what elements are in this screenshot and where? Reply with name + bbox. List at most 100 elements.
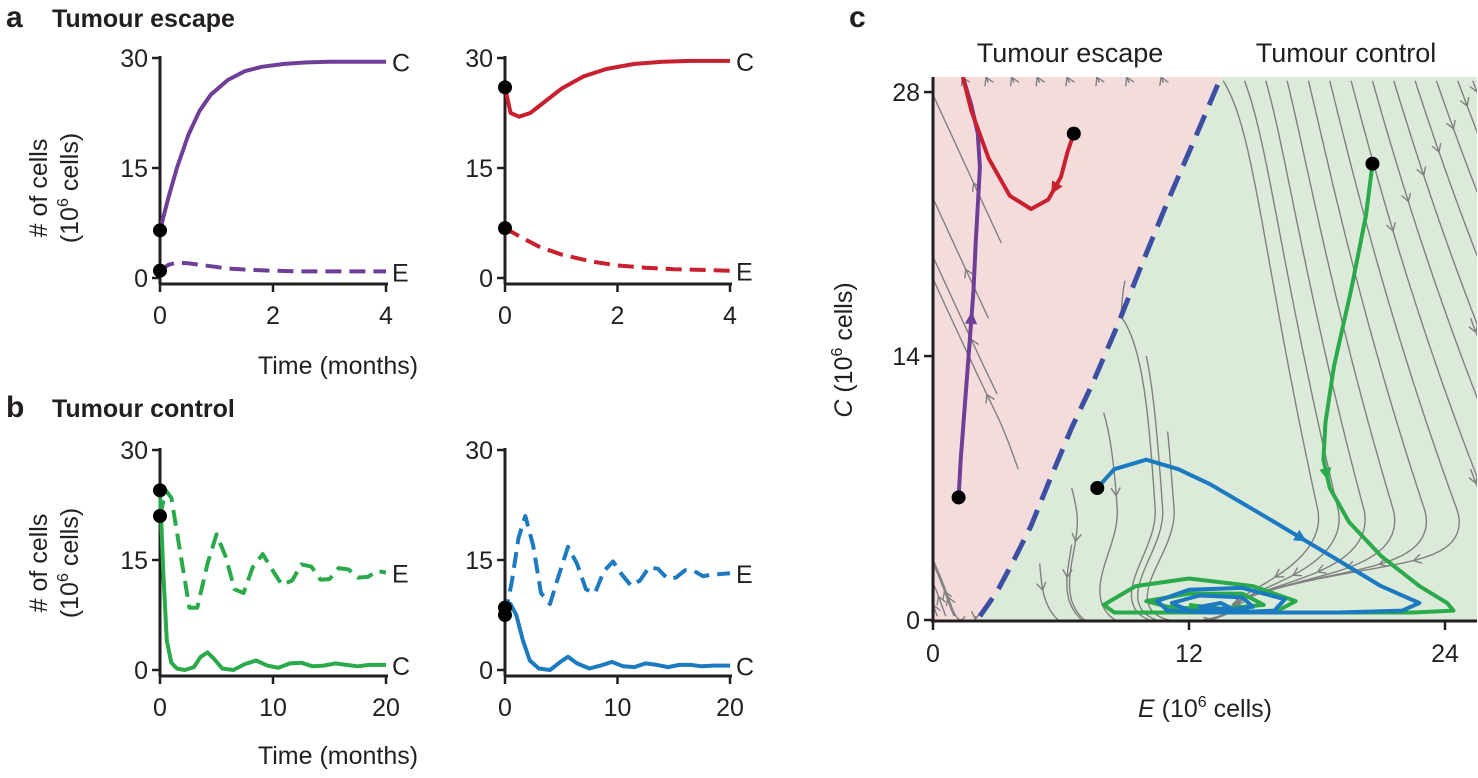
series-line-e [503, 514, 731, 616]
trajectory-control-blue [1095, 457, 1422, 615]
panel-a-ylabel: # of cells (106 cells) [25, 133, 84, 243]
series-line-e [504, 226, 731, 273]
streamline [933, 580, 947, 617]
streamline-arrow [1291, 567, 1303, 577]
streamline-arrow [1468, 474, 1477, 485]
trajectories [951, 77, 1456, 615]
series-label-e: E [392, 259, 409, 287]
streamline [1472, 80, 1477, 94]
chart-a-right: 0 15 30 0 2 4 C E [465, 45, 754, 330]
phase-axes: 0 14 28 0 12 24 [892, 77, 1477, 668]
initial-point [153, 263, 167, 278]
streamline [1068, 487, 1086, 620]
phase-y-tick-label: 28 [892, 79, 920, 107]
initial-point [153, 509, 167, 523]
series-label-e: E [736, 561, 753, 589]
y-tick-label: 30 [465, 437, 493, 465]
trajectory-arrow-escape-red [1051, 180, 1063, 195]
streamline-arrow [1095, 77, 1105, 87]
phase-xlabel: E (106 cells) [1138, 694, 1272, 723]
streamline-arrow [1036, 581, 1047, 592]
phase-y-tick-label: 0 [906, 607, 920, 635]
y-tick-label: 15 [465, 155, 493, 183]
phase-y-tick-label: 14 [892, 343, 920, 371]
series-label-c: C [736, 49, 754, 77]
streamline [933, 254, 998, 395]
streamline [933, 558, 966, 620]
panel-b-xlabel: Time (months) [258, 742, 418, 770]
x-tick-label: 20 [716, 694, 744, 722]
streamline-arrow [1446, 119, 1456, 131]
streamline-arrow [1385, 222, 1396, 233]
panel-a-title: Tumour escape [52, 5, 235, 33]
panel-letter-b: b [6, 391, 24, 424]
x-tick-label: 2 [266, 302, 280, 330]
region-label-control: Tumour control [1256, 38, 1437, 68]
y-tick-label: 15 [120, 155, 148, 183]
series-line-c [158, 490, 386, 672]
phase-ylabel: C (106 cells) [829, 282, 858, 417]
streamline-arrow [1009, 77, 1020, 87]
initial-point [1090, 481, 1105, 496]
streamline [1371, 80, 1477, 400]
streamline [1393, 80, 1477, 326]
separatrix [977, 77, 1224, 618]
series-line-c [158, 59, 386, 231]
streamline-arrow [1062, 568, 1073, 579]
streamline-arrow [1159, 77, 1169, 87]
streamline [1435, 80, 1477, 194]
x-tick-label: 0 [153, 302, 167, 330]
trajectory-arrow-control-blue [1293, 529, 1307, 542]
series-label-e: E [392, 560, 409, 588]
streamline [1010, 77, 1015, 83]
chart-b-right: 0 15 30 0 10 20 E C [465, 437, 754, 722]
streamline-arrow [1431, 142, 1442, 154]
phase-regions [933, 77, 1477, 620]
streamline [1469, 468, 1477, 488]
streamline-arrow [984, 77, 994, 87]
initial-point [153, 223, 167, 238]
x-tick-label: 4 [379, 302, 393, 330]
streamline [1095, 77, 1101, 83]
initial-point [153, 483, 167, 498]
streamline-arrow [1274, 568, 1285, 578]
streamline-arrow [1412, 553, 1423, 564]
panel-a-ylabel-line1: # of cells [25, 139, 53, 238]
panel-letter-a: a [6, 1, 23, 34]
phase-x-tick-label: 24 [1431, 640, 1459, 668]
streamline-arrow [1469, 85, 1477, 93]
streamline-arrow [942, 589, 953, 601]
phase-x-tick-label: 0 [926, 640, 940, 668]
y-tick-label: 0 [134, 265, 148, 293]
phase-x-tick-label: 12 [1175, 640, 1203, 668]
initial-point [498, 221, 512, 236]
y-tick-label: 0 [479, 657, 493, 685]
streamline-arrow [1401, 192, 1412, 203]
y-tick-label: 15 [120, 547, 148, 575]
streamline-arrow [936, 595, 947, 606]
streamline-arrow [985, 393, 995, 404]
streamline-arrow [945, 595, 956, 607]
panel-b-ylabel-line1: # of cells [25, 514, 53, 613]
streamline [1125, 77, 1130, 84]
x-tick-label: 20 [372, 694, 400, 722]
y-tick-label: 30 [120, 45, 148, 73]
x-tick-label: 10 [604, 694, 632, 722]
streamline [1039, 563, 1060, 620]
streamline [933, 561, 955, 617]
streamline [985, 77, 990, 83]
streamline [1469, 318, 1477, 337]
region-control [979, 77, 1477, 620]
streamline [1160, 77, 1165, 83]
streamline-arrow [1468, 323, 1477, 334]
initial-point [951, 490, 966, 505]
streamline-arrow [1065, 77, 1075, 87]
streamline-arrow [964, 268, 974, 279]
streamline-arrow [1110, 487, 1121, 497]
streamline-arrow [1125, 77, 1135, 87]
streamline [1457, 80, 1477, 134]
streamline [1099, 412, 1118, 620]
series-label-e: E [736, 259, 753, 287]
series-line-c [503, 58, 730, 119]
streamline [1066, 77, 1071, 83]
